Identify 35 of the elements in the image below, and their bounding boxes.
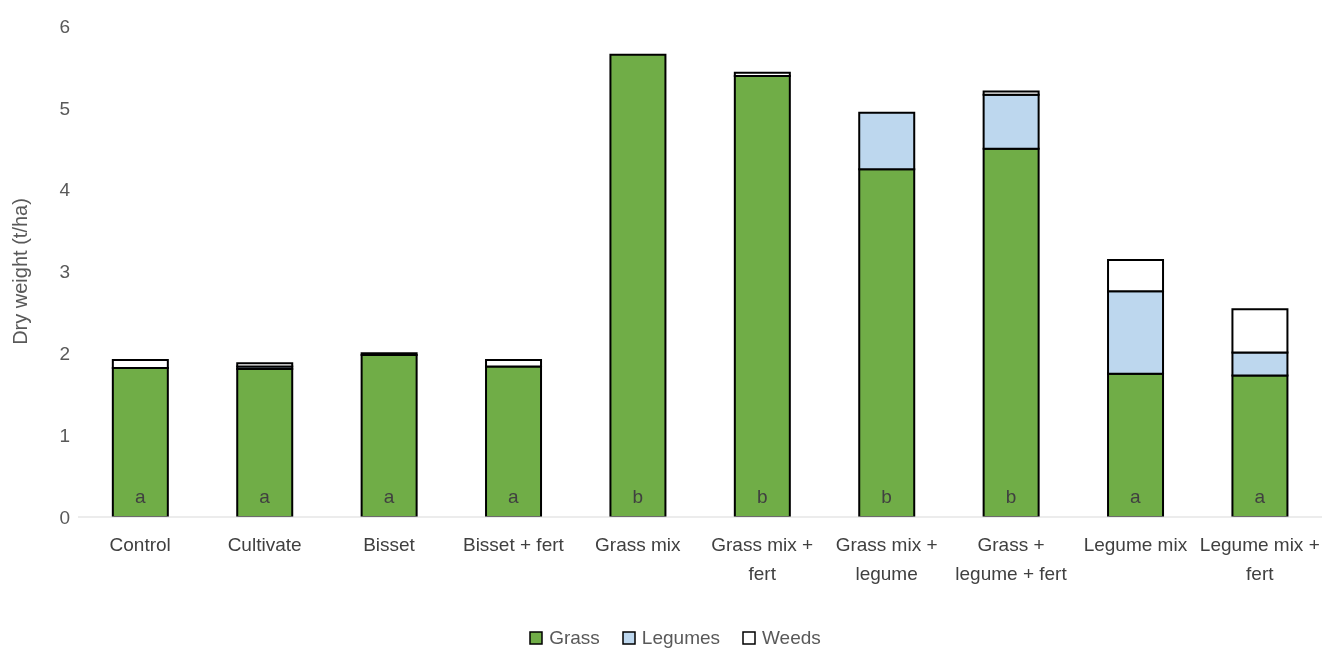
x-tick-label: Grass + legume + fert bbox=[955, 534, 1068, 584]
annotation: a bbox=[383, 486, 395, 507]
y-tick-label: 0 bbox=[59, 506, 70, 528]
x-tick-label: Grass mix + fert bbox=[711, 534, 814, 584]
x-tick-label: Grass mix + legume bbox=[835, 534, 938, 584]
annotation: b bbox=[632, 486, 644, 507]
annotation: b bbox=[756, 486, 768, 507]
x-tick-label: Bisset bbox=[363, 534, 416, 555]
annotation: a bbox=[1254, 486, 1266, 507]
bar bbox=[609, 53, 667, 517]
legend-label: Legumes bbox=[641, 627, 721, 649]
legend-label: Weeds bbox=[762, 627, 821, 649]
x-tick-label: Legume mix + fert bbox=[1199, 534, 1320, 584]
annotation: b bbox=[1005, 486, 1017, 507]
annotation: b bbox=[881, 486, 892, 507]
x-tick-label: Grass mix bbox=[595, 534, 682, 555]
x-tick-label: Control bbox=[109, 534, 171, 555]
annotation: a bbox=[134, 486, 146, 507]
x-tick-label: Cultivate bbox=[227, 534, 302, 555]
x-tick-label: Legume mix bbox=[1083, 534, 1188, 555]
bar bbox=[733, 74, 791, 517]
y-tick-label: 2 bbox=[59, 343, 70, 365]
y-tick-label: 3 bbox=[59, 261, 70, 283]
y-tick-label: 1 bbox=[59, 424, 70, 446]
bar bbox=[360, 353, 418, 517]
x-tick-label: Bisset + fert bbox=[462, 534, 565, 555]
annotation: a bbox=[508, 486, 520, 507]
y-tick-label: 5 bbox=[59, 97, 70, 119]
y-axis-title: Dry weight (t/ha) bbox=[9, 198, 32, 345]
annotation: a bbox=[259, 486, 271, 507]
bar bbox=[236, 367, 294, 517]
annotation: a bbox=[1130, 486, 1142, 507]
y-tick-label: 4 bbox=[59, 179, 71, 201]
legend-label: Grass bbox=[549, 627, 600, 649]
y-tick-label: 6 bbox=[59, 15, 70, 37]
